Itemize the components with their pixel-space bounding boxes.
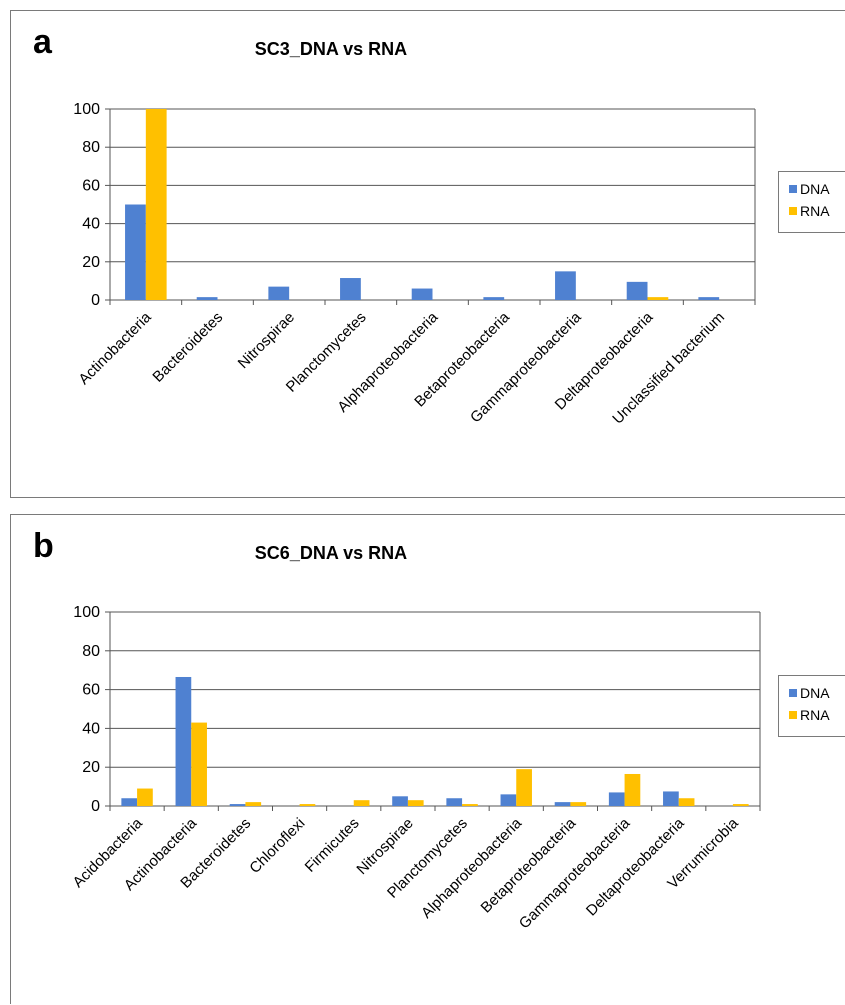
bar-rna (678, 798, 695, 806)
x-tick-label: Deltaproteobacteria (583, 814, 688, 919)
chart-panel-a: a SC3_DNA vs RNA 0 20 40 60 80 100 Actinobacte… (10, 10, 845, 498)
bar-dna (554, 802, 571, 806)
bar-dna (608, 792, 625, 806)
bar-rna (647, 297, 669, 300)
bar-dna (483, 297, 505, 300)
bar-dna (663, 791, 679, 806)
bar-dna (121, 798, 138, 806)
legend-label-rna: RNA (800, 203, 830, 219)
bar-rna (245, 802, 262, 806)
bar-rna (299, 804, 316, 806)
bar-dna (500, 794, 517, 806)
bar-dna (626, 281, 648, 300)
bar-rna (191, 722, 207, 806)
bar-rna (624, 773, 641, 806)
bar-rna (732, 804, 749, 806)
chart-b-plot: 020406080100AcidobacteriaActinobacteriaB… (70, 604, 761, 932)
x-tick-label: Chloroflexi (246, 815, 308, 877)
y-tick-label: 80 (82, 139, 100, 156)
legend-item-rna: RNA (789, 200, 845, 222)
x-tick-label: Actinobacteria (75, 308, 155, 388)
bar-dna (411, 288, 433, 300)
chart-panel-b: b SC6_DNA vs RNA 0 20 40 60 80 100 Acidobacter… (10, 514, 845, 1004)
bar-dna (196, 297, 218, 300)
legend-label-rna: RNA (800, 707, 830, 723)
panel-label: a (33, 23, 52, 61)
y-tick-label: 60 (82, 177, 100, 194)
y-tick-label: 100 (73, 101, 100, 118)
bar-dna (125, 204, 146, 300)
legend-swatch-dna (789, 185, 797, 193)
bar-rna (353, 800, 370, 806)
bar-dna (229, 804, 246, 806)
y-tick-label: 80 (82, 643, 100, 660)
bar-dna (340, 278, 361, 300)
y-tick-label: 20 (82, 759, 100, 776)
y-tick-label: 60 (82, 682, 100, 699)
x-tick-label: Betaproteobacteria (478, 814, 580, 916)
bar-rna (570, 802, 587, 806)
legend-swatch-rna (789, 207, 797, 215)
bar-dna (555, 271, 576, 300)
bar-dna (392, 796, 408, 806)
bar-rna (407, 800, 424, 806)
bar-dna (698, 297, 720, 300)
chart-title: SC3_DNA vs RNA (254, 39, 408, 59)
y-tick-label: 20 (82, 254, 100, 271)
chart-title: SC6_DNA vs RNA (254, 543, 408, 563)
legend-item-dna: DNA (789, 682, 845, 704)
legend-swatch-dna (789, 689, 797, 697)
x-tick-label: Alphaproteobacteria (418, 814, 525, 921)
panel-label: b (33, 527, 54, 565)
y-tick-label: 0 (91, 292, 100, 309)
bar-rna (137, 788, 153, 806)
bar-dna (175, 676, 192, 806)
bar-dna (446, 798, 463, 806)
bar-rna (516, 769, 532, 806)
legend-item-rna: RNA (789, 704, 845, 726)
bar-dna (268, 286, 290, 300)
y-tick-label: 40 (82, 720, 100, 737)
bar-rna (462, 804, 478, 806)
legend: DNA RNA (778, 171, 845, 233)
y-tick-label: 100 (73, 604, 100, 621)
legend-item-dna: DNA (789, 178, 845, 200)
bar-rna (145, 109, 167, 300)
x-tick-label: Bacteroidetes (149, 309, 226, 386)
legend-swatch-rna (789, 711, 797, 719)
x-tick-label: Nitrospirae (235, 309, 298, 372)
y-tick-label: 0 (91, 798, 100, 815)
legend-label-dna: DNA (800, 685, 830, 701)
y-tick-label: 40 (82, 216, 100, 233)
legend: DNA RNA (778, 675, 845, 737)
legend-label-dna: DNA (800, 181, 830, 197)
